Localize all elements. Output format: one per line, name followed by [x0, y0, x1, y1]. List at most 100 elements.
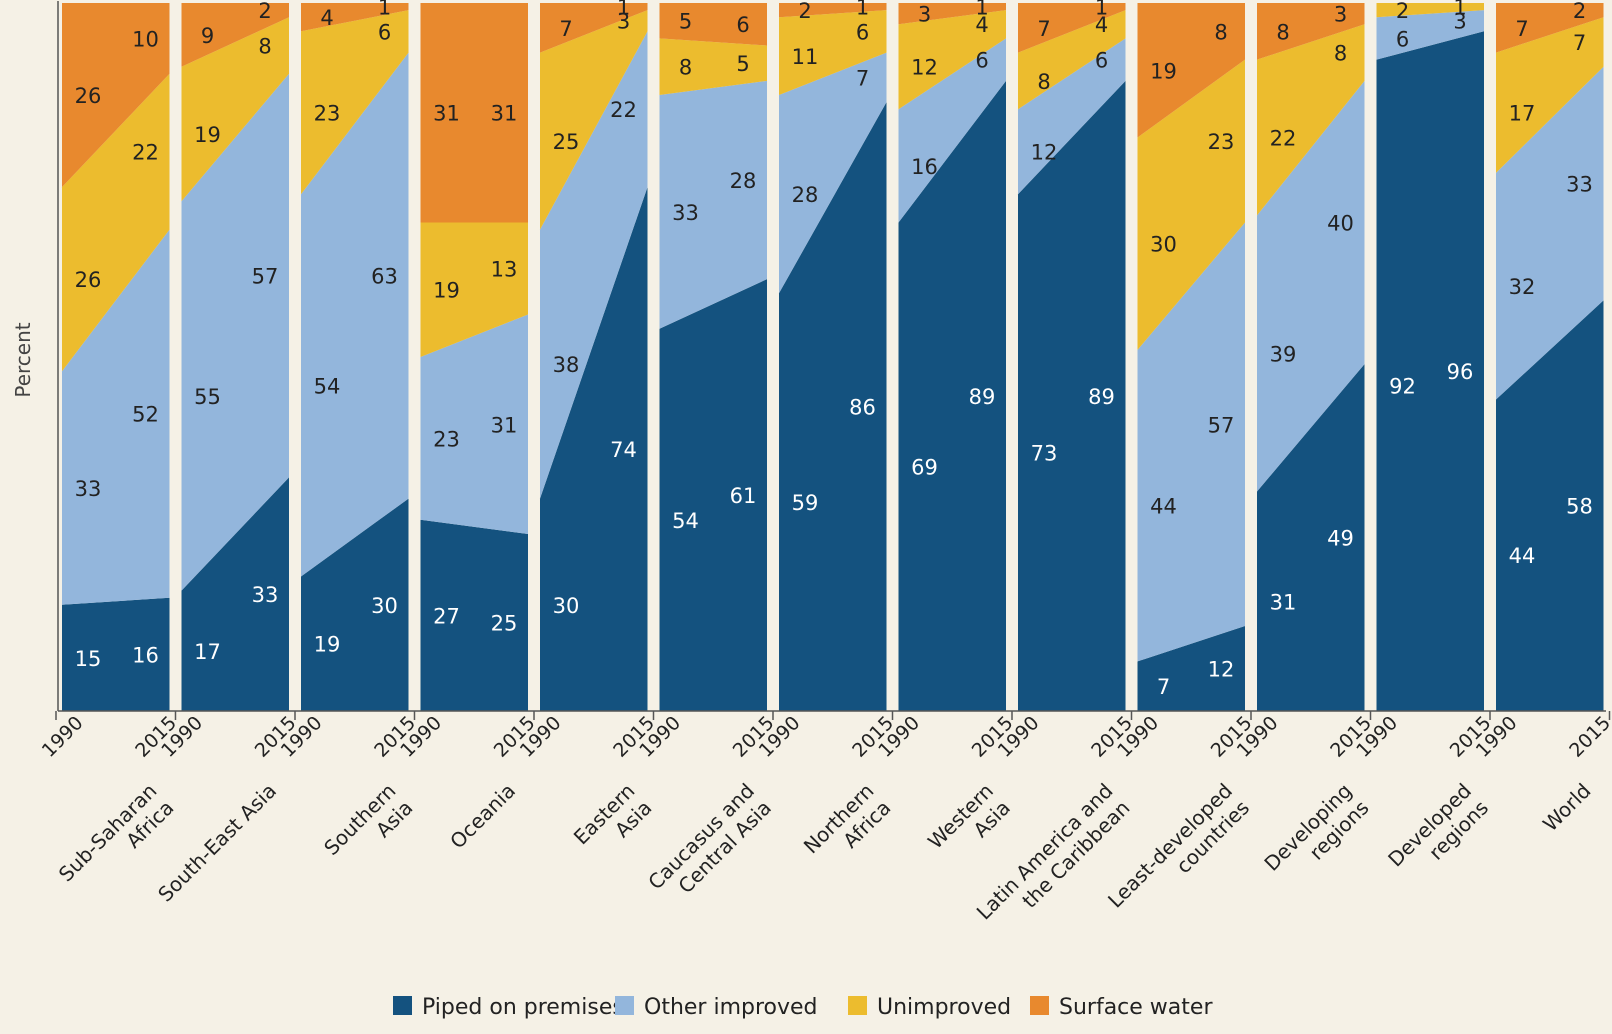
data-label: 7	[1037, 17, 1050, 41]
data-label: 30	[371, 594, 398, 618]
data-label: 4	[1095, 13, 1108, 37]
data-label: 2	[1396, 0, 1409, 23]
area-developed-regions-piped-on-premises	[1376, 31, 1484, 712]
legend-swatch-piped-on-premises	[393, 996, 412, 1015]
data-label: 19	[1150, 59, 1177, 83]
legend-swatch-surface-water	[1030, 996, 1049, 1015]
area-oceania-other-improved	[420, 314, 528, 534]
data-label: 73	[1031, 442, 1058, 466]
data-label: 3	[918, 3, 931, 27]
data-label: 5	[679, 10, 692, 34]
area-southern-asia-surface-water	[301, 3, 409, 32]
data-label: 6	[1396, 27, 1409, 51]
data-label: 1	[617, 0, 630, 20]
region-label: WesternAsia	[923, 779, 1015, 871]
area-latin-america-and-the-caribbean-unimproved	[1018, 10, 1126, 110]
data-label: 13	[491, 258, 518, 282]
area-southern-asia-other-improved	[301, 52, 409, 577]
area-least-developed-countries-other-improved	[1137, 222, 1245, 662]
data-label: 31	[491, 102, 518, 126]
data-label: 5	[736, 52, 749, 76]
data-label: 1	[856, 0, 869, 20]
data-label: 89	[1088, 385, 1115, 409]
area-northern-africa-unimproved	[779, 10, 887, 96]
area-western-asia-other-improved	[898, 38, 1006, 223]
region-label: South-East Asia	[153, 779, 281, 907]
data-label: 89	[969, 385, 996, 409]
area-developing-regions-piped-on-premises	[1257, 364, 1365, 711]
data-label: 3	[617, 10, 630, 34]
area-eastern-asia-piped-on-premises	[540, 187, 648, 712]
data-label: 23	[433, 427, 460, 451]
data-label: 44	[1509, 544, 1536, 568]
data-label: 17	[1509, 102, 1536, 126]
area-least-developed-countries-piped-on-premises	[1137, 626, 1245, 711]
data-label: 25	[553, 130, 580, 154]
region-label-line: World	[1538, 779, 1596, 837]
area-developing-regions-surface-water	[1257, 3, 1365, 60]
area-western-asia-piped-on-premises	[898, 80, 1006, 711]
data-label: 8	[1276, 20, 1289, 44]
data-label: 33	[1566, 173, 1593, 197]
area-northern-africa-piped-on-premises	[779, 102, 887, 712]
area-world-other-improved	[1496, 66, 1604, 400]
data-label: 33	[75, 477, 102, 501]
data-label: 8	[1037, 70, 1050, 94]
data-label: 17	[194, 640, 221, 664]
data-label: 44	[1150, 495, 1177, 519]
y-axis-label: Percent	[11, 322, 35, 397]
data-label: 1	[975, 0, 988, 20]
area-southern-asia-unimproved	[301, 10, 409, 195]
region-label: Developingregions	[1259, 779, 1373, 893]
data-label: 7	[1157, 675, 1170, 699]
data-label: 54	[314, 374, 341, 398]
area-developed-regions-other-improved	[1376, 10, 1484, 60]
area-northern-africa-surface-water	[779, 3, 887, 18]
data-label: 63	[371, 265, 398, 289]
data-label: 28	[792, 183, 819, 207]
area-developing-regions-other-improved	[1257, 80, 1365, 492]
data-label: 32	[1509, 275, 1536, 299]
data-label: 57	[252, 265, 279, 289]
data-label: 12	[911, 56, 938, 80]
data-label: 7	[559, 17, 572, 41]
data-label: 30	[553, 594, 580, 618]
data-label: 39	[1270, 342, 1297, 366]
area-south-east-asia-surface-water	[181, 3, 289, 67]
data-label: 31	[1270, 590, 1297, 614]
legend-label-surface-water: Surface water	[1059, 995, 1213, 1020]
legend-swatch-other-improved	[615, 996, 634, 1015]
area-world-piped-on-premises	[1496, 300, 1604, 711]
data-label: 40	[1327, 211, 1354, 235]
area-oceania-piped-on-premises	[420, 519, 528, 711]
data-label: 26	[75, 268, 102, 292]
area-sub-saharan-africa-other-improved	[62, 229, 170, 605]
region-label: Developedregions	[1383, 779, 1493, 889]
legend-label-piped-on-premises: Piped on premises	[422, 995, 624, 1020]
data-label: 61	[730, 484, 757, 508]
data-label: 6	[378, 20, 391, 44]
data-label: 27	[433, 604, 460, 628]
data-label: 31	[491, 413, 518, 437]
area-northern-africa-other-improved	[779, 52, 887, 294]
data-label: 16	[911, 155, 938, 179]
data-label: 74	[610, 438, 637, 462]
region-label: Oceania	[445, 779, 520, 854]
legend-label-unimproved: Unimproved	[877, 995, 1011, 1020]
data-label: 23	[1208, 130, 1235, 154]
data-label: 4	[320, 6, 333, 30]
data-label: 10	[132, 27, 159, 51]
area-caucasus-and-central-asia-unimproved	[659, 38, 767, 95]
data-label: 6	[736, 13, 749, 37]
area-southern-asia-piped-on-premises	[301, 498, 409, 711]
data-label: 92	[1389, 374, 1416, 398]
area-latin-america-and-the-caribbean-surface-water	[1018, 3, 1126, 53]
data-label: 12	[1031, 141, 1058, 165]
data-label: 9	[201, 24, 214, 48]
data-label: 7	[856, 66, 869, 90]
plot-area	[62, 3, 1604, 712]
area-sub-saharan-africa-unimproved	[62, 73, 170, 372]
area-eastern-asia-other-improved	[540, 31, 648, 499]
data-label: 69	[911, 456, 938, 480]
data-label: 1	[378, 0, 391, 20]
